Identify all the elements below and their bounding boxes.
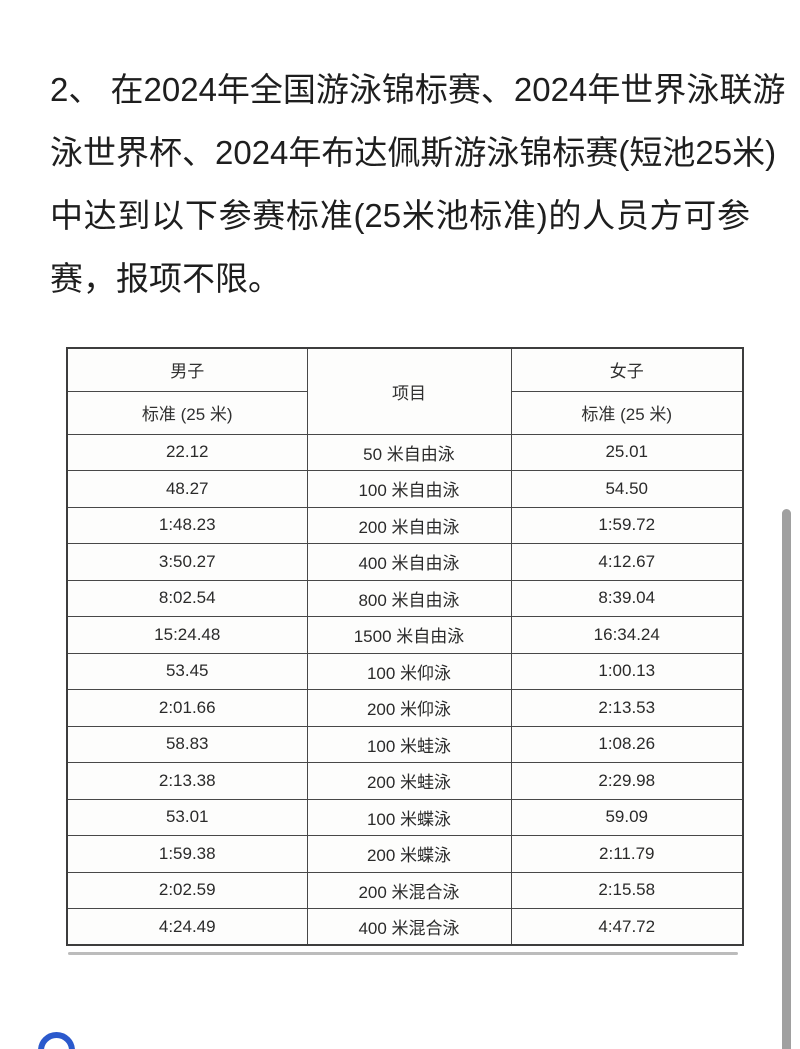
swimming-standards-table: 男子 项目 女子 标准 (25 米) 标准 (25 米) 22.12 50 米自… xyxy=(66,347,744,946)
women-standard-cell: 2:13.53 xyxy=(510,689,744,727)
women-standard-cell: 2:29.98 xyxy=(510,762,744,800)
table-row: 53.01 100 米蝶泳 59.09 xyxy=(66,798,744,836)
men-standard-cell: 2:01.66 xyxy=(66,689,308,727)
event-cell: 100 米蝶泳 xyxy=(306,798,512,836)
women-standard-cell: 1:08.26 xyxy=(510,725,744,763)
table-row: 2:02.59 200 米混合泳 2:15.58 xyxy=(66,871,744,909)
table-row: 1:48.23 200 米自由泳 1:59.72 xyxy=(66,506,744,544)
event-cell: 100 米仰泳 xyxy=(306,652,512,690)
table-row: 22.12 50 米自由泳 25.01 xyxy=(66,433,744,471)
men-standard-header: 标准 (25 米) xyxy=(66,390,308,435)
women-standard-cell: 1:59.72 xyxy=(510,506,744,544)
women-standard-cell: 2:15.58 xyxy=(510,871,744,909)
men-standard-cell: 1:59.38 xyxy=(66,835,308,873)
men-group-header: 男子 xyxy=(66,347,308,392)
loading-spinner-icon xyxy=(38,1032,75,1049)
event-cell: 50 米自由泳 xyxy=(306,433,512,471)
event-cell: 800 米自由泳 xyxy=(306,579,512,617)
men-standard-cell: 58.83 xyxy=(66,725,308,763)
women-standard-cell: 59.09 xyxy=(510,798,744,836)
table-row: 15:24.48 1500 米自由泳 16:34.24 xyxy=(66,616,744,654)
table-row: 53.45 100 米仰泳 1:00.13 xyxy=(66,652,744,690)
table-header-row: 男子 项目 女子 xyxy=(66,347,744,435)
table-row: 8:02.54 800 米自由泳 8:39.04 xyxy=(66,579,744,617)
men-standard-cell: 8:02.54 xyxy=(66,579,308,617)
table-row: 3:50.27 400 米自由泳 4:12.67 xyxy=(66,543,744,581)
table-row: 1:59.38 200 米蝶泳 2:11.79 xyxy=(66,835,744,873)
event-cell: 200 米蛙泳 xyxy=(306,762,512,800)
event-cell: 100 米自由泳 xyxy=(306,470,512,508)
event-cell: 100 米蛙泳 xyxy=(306,725,512,763)
table-row: 2:13.38 200 米蛙泳 2:29.98 xyxy=(66,762,744,800)
men-standard-cell: 53.45 xyxy=(66,652,308,690)
table-subheader-row: 标准 (25 米) 标准 (25 米) xyxy=(66,390,744,435)
women-standard-cell: 4:12.67 xyxy=(510,543,744,581)
women-standard-cell: 2:11.79 xyxy=(510,835,744,873)
paragraph-line: 赛，报项不限。 xyxy=(50,260,281,297)
men-standard-cell: 2:02.59 xyxy=(66,871,308,909)
women-standard-cell: 25.01 xyxy=(510,433,744,471)
event-cell: 200 米混合泳 xyxy=(306,871,512,909)
table-row: 48.27 100 米自由泳 54.50 xyxy=(66,470,744,508)
men-standard-cell: 4:24.49 xyxy=(66,908,308,946)
women-standard-header: 标准 (25 米) xyxy=(510,390,744,435)
event-cell: 200 米蝶泳 xyxy=(306,835,512,873)
men-standard-cell: 2:13.38 xyxy=(66,762,308,800)
event-cell: 400 米混合泳 xyxy=(306,908,512,946)
paragraph-line: 泳世界杯、2024年布达佩斯游泳锦标赛(短池25米) xyxy=(50,134,777,171)
women-standard-cell: 4:47.72 xyxy=(510,908,744,946)
table-row: 2:01.66 200 米仰泳 2:13.53 xyxy=(66,689,744,727)
men-standard-cell: 48.27 xyxy=(66,470,308,508)
paragraph: 2、 在2024年全国游泳锦标赛、2024年世界泳联游 泳世界杯、2024年布达… xyxy=(50,58,786,310)
women-group-header: 女子 xyxy=(510,347,744,392)
paragraph-line: 中达到以下参赛标准(25米池标准)的人员方可参 xyxy=(50,197,750,234)
women-standard-cell: 8:39.04 xyxy=(510,579,744,617)
event-cell: 1500 米自由泳 xyxy=(306,616,512,654)
paragraph-line: 2、 在2024年全国游泳锦标赛、2024年世界泳联游 xyxy=(50,71,786,108)
women-standard-cell: 1:00.13 xyxy=(510,652,744,690)
event-column-header: 项目 xyxy=(306,347,512,435)
scan-edge-line xyxy=(68,952,738,955)
women-standard-cell: 16:34.24 xyxy=(510,616,744,654)
men-standard-cell: 1:48.23 xyxy=(66,506,308,544)
event-cell: 200 米自由泳 xyxy=(306,506,512,544)
women-standard-cell: 54.50 xyxy=(510,470,744,508)
event-cell: 400 米自由泳 xyxy=(306,543,512,581)
men-standard-cell: 53.01 xyxy=(66,798,308,836)
men-standard-cell: 22.12 xyxy=(66,433,308,471)
men-standard-cell: 3:50.27 xyxy=(66,543,308,581)
men-standard-cell: 15:24.48 xyxy=(66,616,308,654)
event-cell: 200 米仰泳 xyxy=(306,689,512,727)
table-row: 58.83 100 米蛙泳 1:08.26 xyxy=(66,725,744,763)
vertical-scrollbar-thumb[interactable] xyxy=(782,509,791,1049)
table-row: 4:24.49 400 米混合泳 4:47.72 xyxy=(66,908,744,946)
